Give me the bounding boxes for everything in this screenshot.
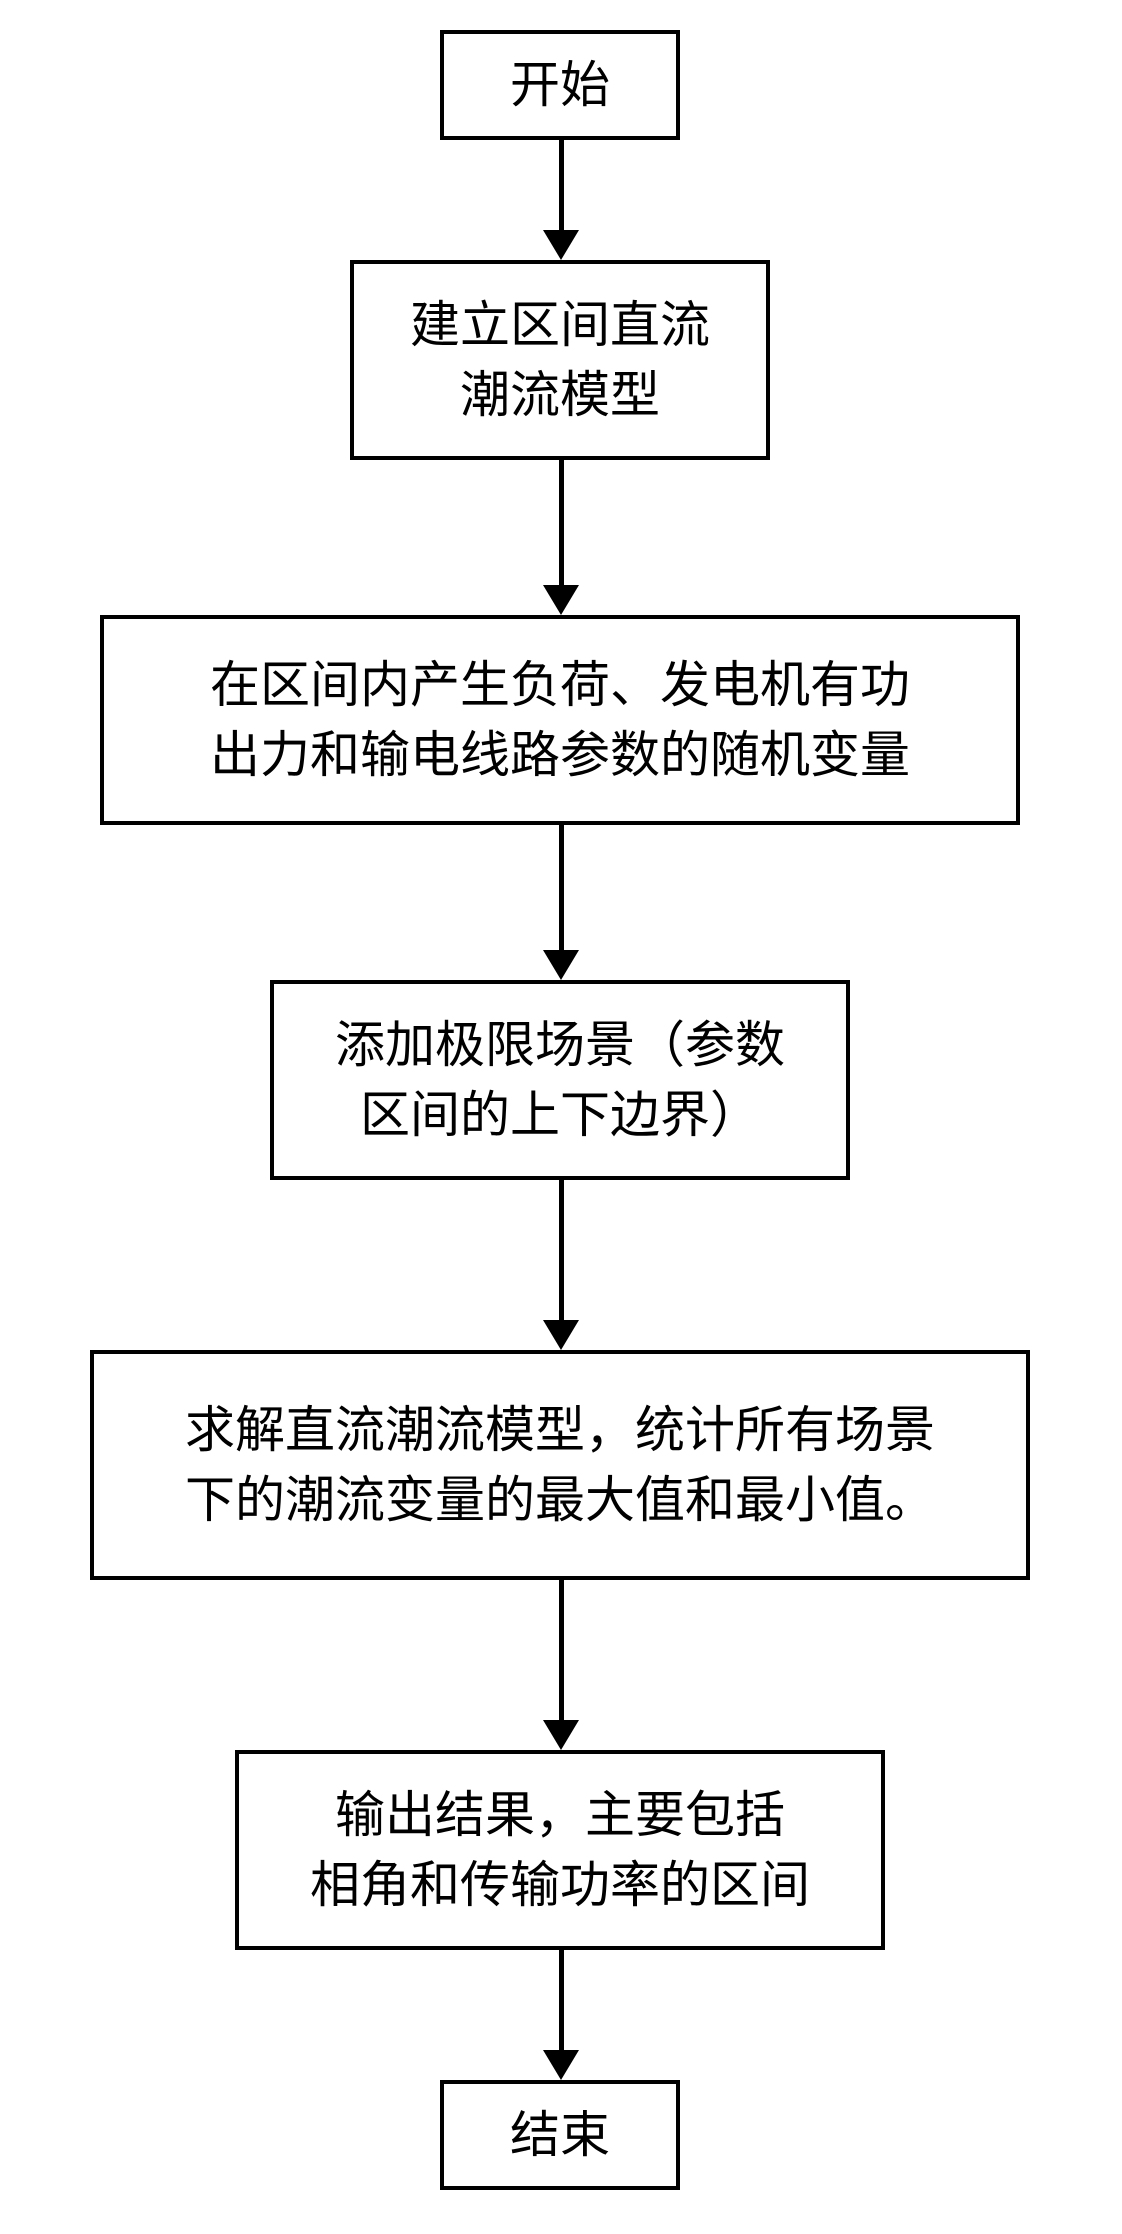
node-step4: 求解直流潮流模型，统计所有场景 下的潮流变量的最大值和最小值。 bbox=[90, 1350, 1030, 1580]
node-start: 开始 bbox=[440, 30, 680, 140]
flowchart-container: 开始 建立区间直流 潮流模型 在区间内产生负荷、发电机有功 出力和输电线路参数的… bbox=[0, 0, 1122, 2234]
node-step5: 输出结果，主要包括 相角和传输功率的区间 bbox=[235, 1750, 885, 1950]
node-step2: 在区间内产生负荷、发电机有功 出力和输电线路参数的随机变量 bbox=[100, 615, 1020, 825]
node-end-label: 结束 bbox=[510, 2100, 610, 2170]
arrow-2 bbox=[543, 825, 579, 980]
node-step1: 建立区间直流 潮流模型 bbox=[350, 260, 770, 460]
arrow-0 bbox=[543, 140, 579, 260]
node-step4-label: 求解直流潮流模型，统计所有场景 下的潮流变量的最大值和最小值。 bbox=[185, 1395, 935, 1535]
node-step3-label: 添加极限场景（参数 区间的上下边界） bbox=[335, 1010, 785, 1150]
node-step2-label: 在区间内产生负荷、发电机有功 出力和输电线路参数的随机变量 bbox=[210, 650, 910, 790]
node-start-label: 开始 bbox=[510, 50, 610, 120]
arrow-1 bbox=[543, 460, 579, 615]
node-end: 结束 bbox=[440, 2080, 680, 2190]
node-step5-label: 输出结果，主要包括 相角和传输功率的区间 bbox=[310, 1780, 810, 1920]
arrow-4 bbox=[543, 1580, 579, 1750]
node-step1-label: 建立区间直流 潮流模型 bbox=[410, 290, 710, 430]
arrow-3 bbox=[543, 1180, 579, 1350]
node-step3: 添加极限场景（参数 区间的上下边界） bbox=[270, 980, 850, 1180]
arrow-5 bbox=[543, 1950, 579, 2080]
